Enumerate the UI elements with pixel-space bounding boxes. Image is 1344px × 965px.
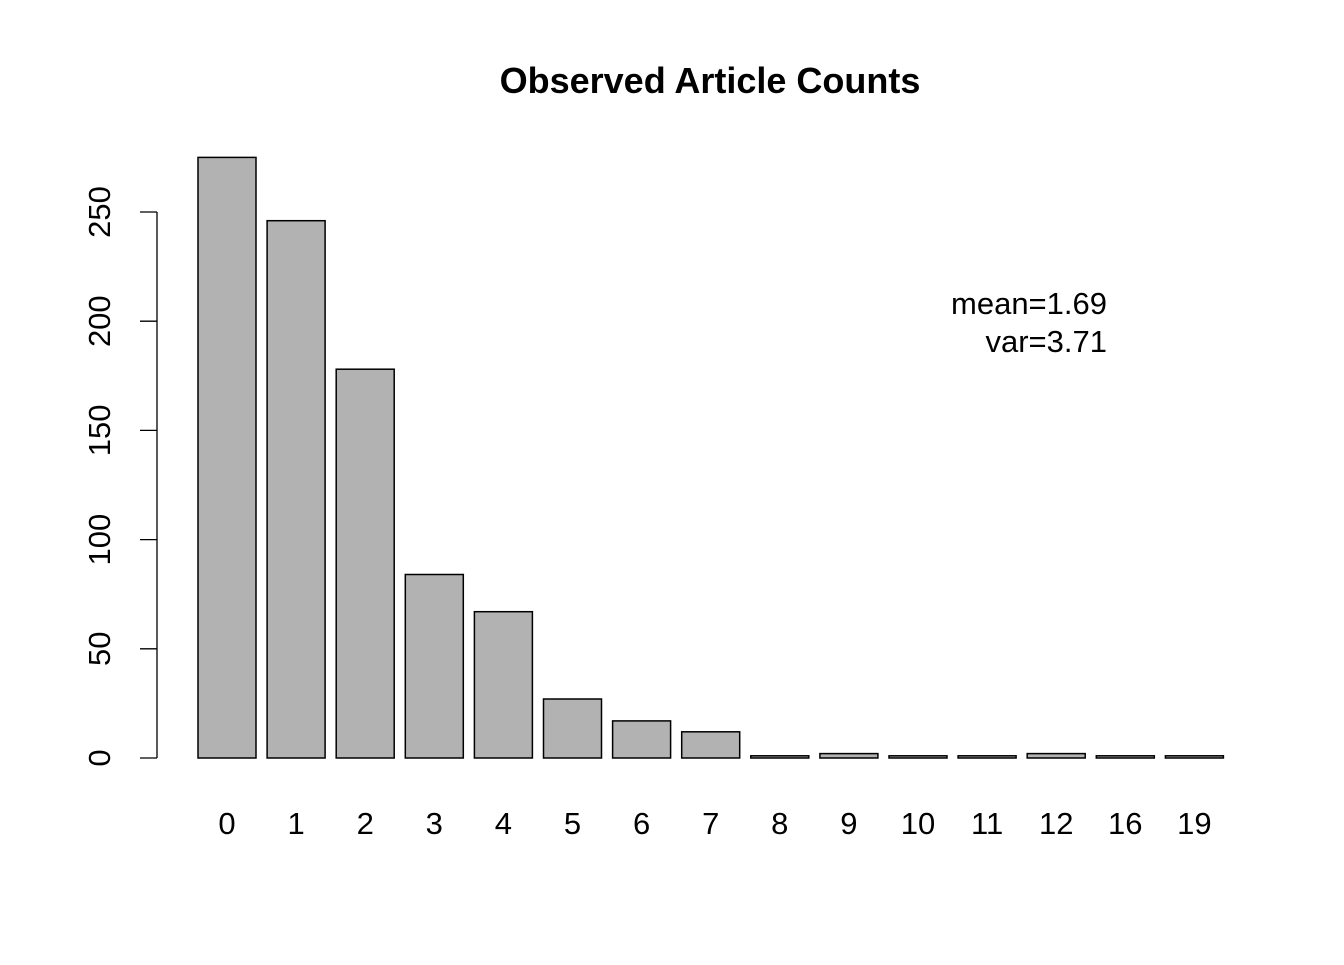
bar — [957, 755, 1017, 759]
y-tick-label: 200 — [82, 295, 117, 347]
x-tick-label: 3 — [426, 806, 443, 841]
x-tick-labels: 0 1 2 3 4 5 6 7 8 9 10 11 12 16 19 — [218, 806, 1211, 841]
y-tick-label: 0 — [82, 749, 117, 766]
bar — [335, 368, 395, 759]
x-tick-label: 10 — [901, 806, 935, 841]
x-tick-label: 7 — [702, 806, 719, 841]
y-axis: 0 50 100 150 200 250 — [82, 186, 158, 767]
bar — [819, 752, 879, 759]
x-tick-label: 5 — [564, 806, 581, 841]
bar — [888, 755, 948, 759]
bar — [750, 755, 810, 759]
bar — [1026, 752, 1086, 759]
bars — [197, 156, 1225, 759]
x-tick-label: 16 — [1108, 806, 1142, 841]
y-tick-label: 250 — [82, 186, 117, 238]
bar — [266, 219, 326, 759]
bar — [1164, 755, 1225, 759]
annotation-line: var=3.71 — [985, 324, 1107, 359]
x-tick-label: 12 — [1039, 806, 1073, 841]
x-tick-label: 1 — [287, 806, 304, 841]
annotation-line: mean=1.69 — [951, 286, 1107, 321]
x-tick-label: 4 — [495, 806, 512, 841]
x-tick-label: 11 — [971, 806, 1003, 841]
bar — [1095, 755, 1156, 759]
x-tick-label: 2 — [357, 806, 374, 841]
y-tick-label: 150 — [82, 405, 117, 457]
chart-title: Observed Article Counts — [500, 60, 921, 101]
y-tick-label: 50 — [82, 632, 117, 666]
y-tick-label: 100 — [82, 514, 117, 566]
bar — [680, 731, 741, 759]
bar — [404, 573, 465, 759]
x-tick-label: 9 — [840, 806, 857, 841]
bar — [611, 720, 672, 759]
bar — [542, 698, 603, 759]
x-tick-label: 8 — [771, 806, 788, 841]
bar — [197, 156, 257, 759]
x-tick-label: 0 — [218, 806, 235, 841]
bar — [473, 610, 534, 759]
x-tick-label: 6 — [633, 806, 650, 841]
x-tick-label: 19 — [1177, 806, 1211, 841]
